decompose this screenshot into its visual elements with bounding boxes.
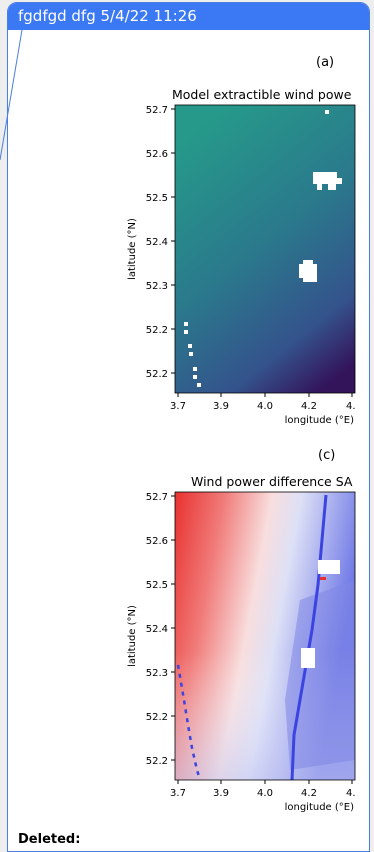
panel-c-xtick: 4.2 (301, 788, 317, 799)
panel-a-xtick: 4. (346, 401, 356, 412)
panel-a-map (174, 104, 358, 394)
comment-header: fgdfgd dfg 5/4/22 11:26 (8, 3, 369, 30)
panel-c-y-axis: 52.7 52.6 52.5 52.4 52.3 52.2 52.2 latit… (127, 492, 175, 767)
panel-c-ytick: 52.5 (146, 580, 168, 591)
panel-c-ytick: 52.2 (146, 756, 168, 767)
panel-c-xtick: 4.0 (257, 788, 273, 799)
panel-c-xtick: 4. (346, 788, 356, 799)
panel-c-ytick: 52.2 (146, 712, 168, 723)
panel-a-ytick: 52.6 (146, 149, 168, 160)
panel-c-x-axis: 3.7 3.9 4.0 4.2 4. longitude (°E) (170, 780, 356, 813)
panel-c-ytick: 52.4 (146, 624, 168, 635)
panel-a-y-axis: 52.7 52.6 52.5 52.4 52.3 52.2 52.2 latit… (127, 105, 175, 380)
panel-a-ytick: 52.2 (146, 369, 168, 380)
panel-c-title: Wind power difference SA (191, 474, 353, 489)
panel-a-xlabel: longitude (°E) (285, 415, 355, 426)
panel-a-ylabel: latitude (°N) (127, 218, 138, 280)
panel-c-ytick: 52.3 (146, 668, 168, 679)
panel-a-xtick: 3.9 (213, 401, 229, 412)
panel-a-ytick: 52.4 (146, 237, 168, 248)
panel-c-label: (c) (318, 448, 335, 463)
deleted-label: Deleted: (18, 832, 81, 847)
panel-a-ytick: 52.3 (146, 281, 168, 292)
panel-c-xlabel: longitude (°E) (285, 802, 355, 813)
panel-c-xtick: 3.9 (213, 788, 229, 799)
panel-c-ylabel: latitude (°N) (127, 605, 138, 667)
panel-c-ytick: 52.7 (146, 492, 168, 503)
panel-a-xtick: 4.0 (257, 401, 273, 412)
panel-a-label: (a) (316, 55, 334, 70)
panel-a-ytick: 52.2 (146, 325, 168, 336)
panel-c-xtick: 3.7 (170, 788, 186, 799)
panel-c-ytick: 52.6 (146, 536, 168, 547)
panel-a-xtick: 4.2 (301, 401, 317, 412)
panel-c-map (174, 491, 356, 781)
panel-a-x-axis: 3.7 3.9 4.0 4.2 4. longitude (°E) (170, 393, 356, 426)
panel-a-xtick: 3.7 (170, 401, 186, 412)
panel-a-ytick: 52.5 (146, 193, 168, 204)
panel-a-ytick: 52.7 (146, 105, 168, 116)
panel-a-title: Model extractible wind powe (172, 87, 352, 102)
